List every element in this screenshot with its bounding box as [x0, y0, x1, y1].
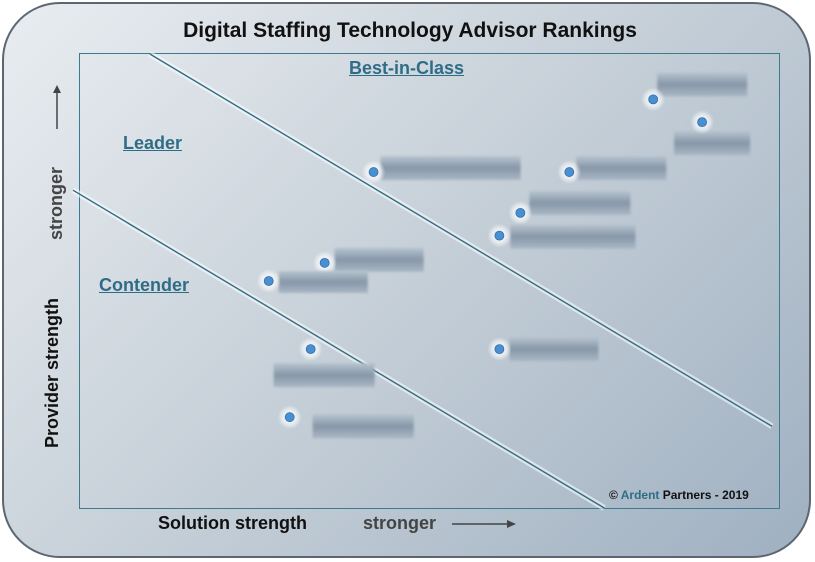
x-axis-arrow-icon [452, 520, 516, 528]
point-label-redacted [674, 131, 751, 156]
region-label-best-in-class: Best-in-Class [349, 58, 465, 78]
point-label-redacted [278, 271, 368, 293]
region-label-contender: Contender [99, 275, 189, 295]
copyright-prefix: © [609, 488, 621, 502]
chart-title: Digital Staffing Technology Advisor Rank… [183, 19, 637, 42]
point-label-redacted [529, 190, 631, 215]
data-point [284, 412, 295, 423]
boundary-line-2 [149, 53, 773, 427]
boundary-line-1 [72, 189, 605, 509]
data-point [368, 167, 379, 177]
data-point [305, 344, 316, 355]
data-point [648, 94, 659, 105]
copyright-suffix: Partners - 2019 [659, 488, 749, 502]
point-label-redacted [510, 224, 636, 249]
point-label-redacted [334, 247, 424, 272]
point-label-redacted [312, 414, 414, 439]
y-axis-arrow-icon [53, 85, 61, 129]
data-point [494, 230, 505, 241]
y-axis-direction-label: stronger [46, 166, 66, 240]
data-point [494, 344, 505, 355]
data-point [319, 257, 330, 268]
region-label-leader: Leader [123, 133, 183, 153]
y-axis-label: Provider strength [42, 297, 62, 448]
plot-area [79, 53, 780, 509]
data-point [564, 167, 575, 177]
data-point [697, 117, 708, 127]
copyright-brand: Ardent [620, 488, 660, 502]
x-axis-label: Solution strength [158, 513, 307, 533]
data-point [263, 276, 274, 286]
point-label-redacted [273, 363, 375, 388]
x-axis-direction-label: stronger [363, 513, 437, 533]
point-label-redacted [576, 156, 667, 181]
point-label-redacted [509, 337, 599, 362]
point-label-redacted [657, 72, 748, 97]
data-point [515, 207, 526, 218]
point-label-redacted [380, 156, 521, 181]
copyright-notice: © Ardent Partners - 2019 [609, 488, 749, 502]
